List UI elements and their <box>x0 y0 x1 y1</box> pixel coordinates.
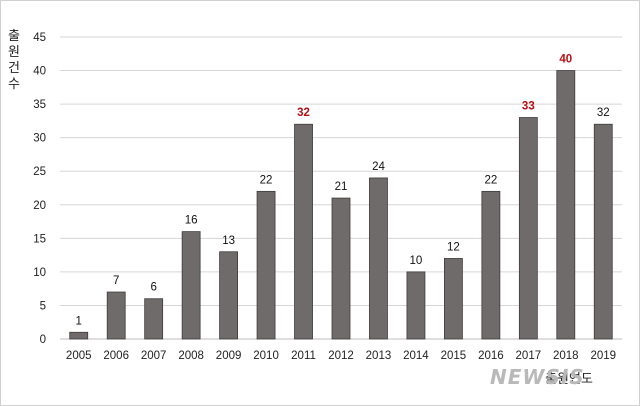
x-tick-label: 2014 <box>403 350 429 362</box>
x-tick-label: 2018 <box>553 350 579 362</box>
bar-2013 <box>369 177 388 340</box>
data-label-2006: 7 <box>113 275 119 287</box>
x-tick-label: 2017 <box>516 350 542 362</box>
bar-2006 <box>106 291 126 340</box>
data-label-2013: 24 <box>372 161 385 173</box>
bar-2019 <box>593 123 613 340</box>
data-label-2015: 12 <box>447 241 460 253</box>
bar-2009 <box>219 251 239 340</box>
x-tick-label: 2007 <box>141 350 167 362</box>
x-tick-label: 2005 <box>66 350 92 362</box>
x-tick-labels: 2005 2006 2007 2008 2009 2010 2011 2012 2013 2014… <box>66 350 616 362</box>
newsis-watermark: NEWSIS <box>490 365 585 389</box>
x-tick-label: 2013 <box>366 350 392 362</box>
y-tick-label: 20 <box>33 200 46 212</box>
y-tick-label: 40 <box>33 66 46 78</box>
x-axis-title: 출원연도 <box>545 372 593 387</box>
y-tick-label: 35 <box>33 99 46 111</box>
data-label-2018: 40 <box>559 54 572 66</box>
data-label-2014: 10 <box>410 255 423 267</box>
bar-2017 <box>518 117 538 340</box>
data-label-2007: 6 <box>150 282 156 294</box>
data-label-2010: 22 <box>260 174 273 186</box>
data-label-2019: 32 <box>597 107 610 119</box>
data-label-2011: 32 <box>297 107 310 119</box>
y-tick-labels: 0 5 10 15 20 25 30 35 40 45 <box>33 32 46 346</box>
bar-2010 <box>256 190 276 340</box>
x-tick-label: 2006 <box>103 350 129 362</box>
x-tick-label: 2008 <box>178 350 204 362</box>
data-label-2009: 13 <box>222 235 235 247</box>
y-tick-label: 0 <box>40 334 46 346</box>
data-label-2012: 21 <box>335 181 348 193</box>
bar-2016 <box>481 190 501 340</box>
bar-2014 <box>406 271 426 340</box>
bar-2012 <box>331 197 351 340</box>
data-label-2016: 22 <box>484 174 497 186</box>
bar-2011 <box>294 123 313 340</box>
bar-2015 <box>443 258 463 340</box>
y-tick-label: 45 <box>33 32 46 44</box>
y-tick-label: 10 <box>33 267 46 279</box>
y-tick-label: 15 <box>33 233 46 245</box>
bar-2018 <box>556 70 576 340</box>
data-labels: 1 7 6 16 13 22 32 21 24 10 12 22 33 40 32 <box>76 54 610 328</box>
x-tick-label: 2009 <box>216 350 242 362</box>
data-label-2005: 1 <box>76 315 82 327</box>
y-tick-label: 30 <box>33 133 46 145</box>
bars <box>69 70 613 340</box>
data-label-2008: 16 <box>185 215 198 227</box>
x-tick-label: 2010 <box>253 350 279 362</box>
y-tick-label: 5 <box>40 300 46 312</box>
bar-2007 <box>144 298 164 340</box>
bar-2008 <box>181 231 201 340</box>
x-tick-label: 2011 <box>291 350 316 362</box>
x-tick-label: 2015 <box>441 350 467 362</box>
x-tick-label: 2016 <box>478 350 504 362</box>
x-tick-label: 2012 <box>328 350 354 362</box>
data-label-2017: 33 <box>522 101 535 113</box>
bar-2005 <box>69 331 89 340</box>
x-tick-label: 2019 <box>590 350 616 362</box>
y-tick-label: 25 <box>33 166 46 178</box>
